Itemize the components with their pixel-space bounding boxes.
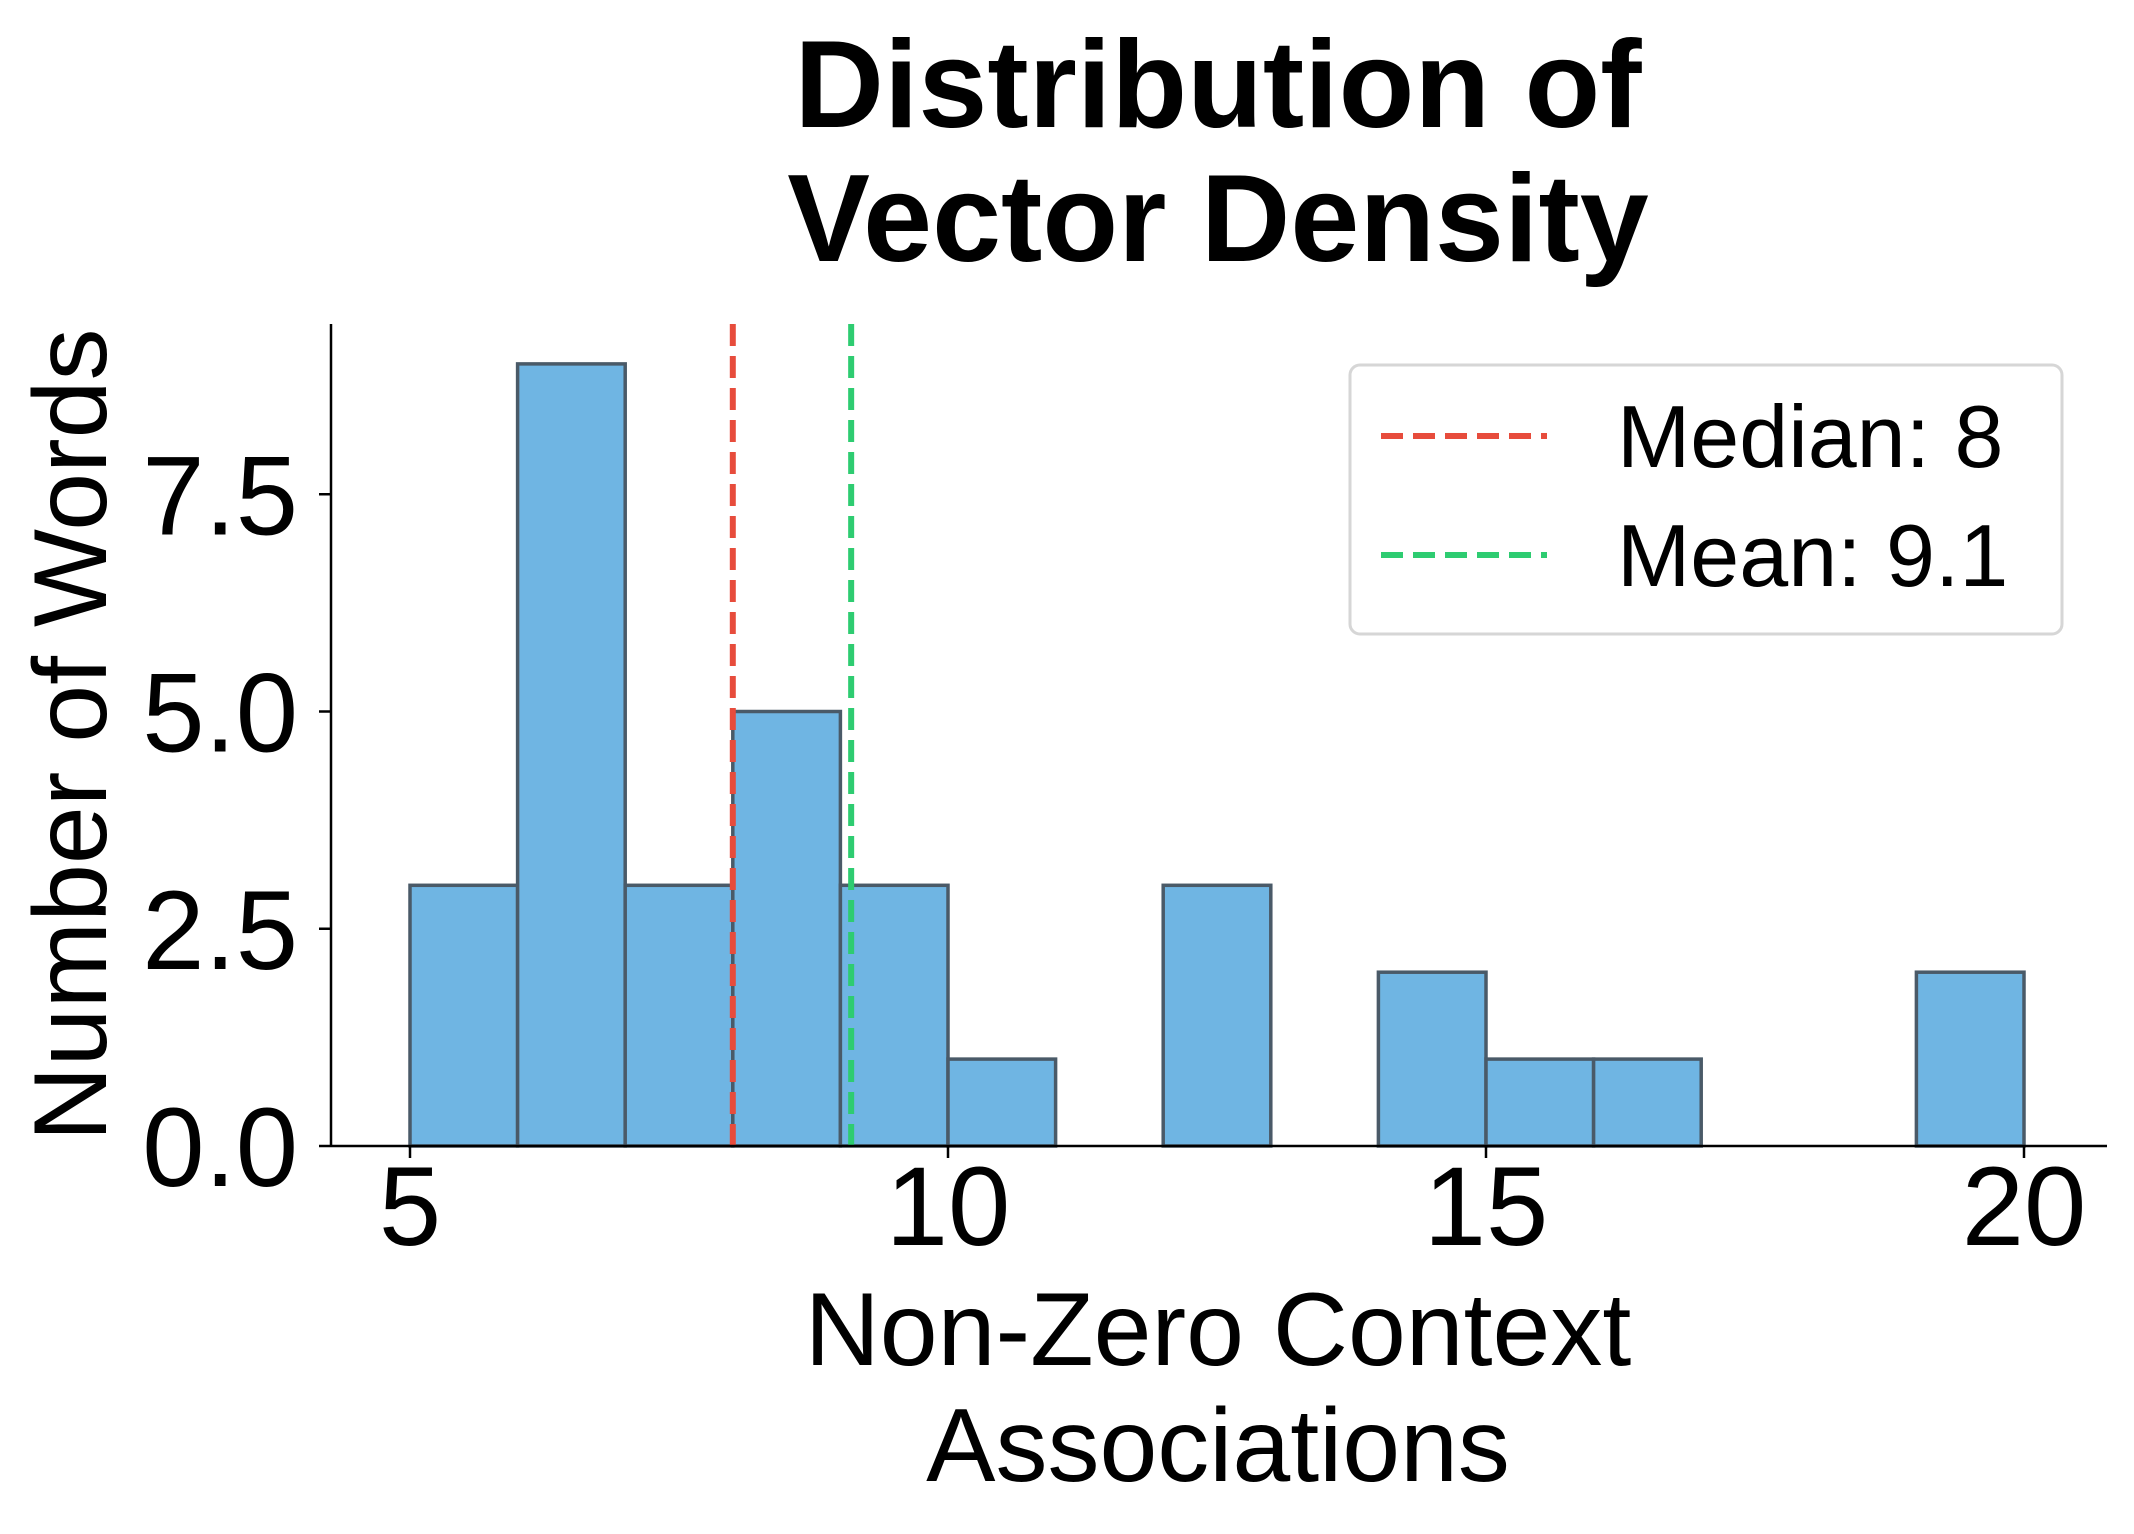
chart-title-line-1: Distribution of (794, 16, 1642, 154)
chart-title-line-2: Vector Density (787, 150, 1648, 288)
x-tick-label: 20 (1962, 1144, 2087, 1269)
histogram-bar (1484, 1057, 1596, 1148)
histogram-bar (408, 883, 520, 1148)
legend-mean-label: Mean: 9.1 (1617, 506, 2008, 605)
y-tick-label: 7.5 (142, 433, 298, 558)
y-tick-label: 5.0 (142, 651, 298, 776)
histogram-bar (515, 362, 627, 1148)
legend: Median: 8 Mean: 9.1 (1348, 363, 2064, 636)
x-axis-label-line-2: Associations (926, 1388, 1510, 1504)
y-tick-label: 0.0 (142, 1085, 298, 1210)
histogram-bar (1914, 970, 2026, 1148)
y-axis-label: Number of Words (13, 328, 129, 1141)
legend-median-label: Median: 8 (1617, 387, 2003, 486)
x-tick-label: 15 (1424, 1144, 1549, 1269)
legend-box (1348, 363, 2064, 636)
histogram-bar (731, 709, 843, 1148)
histogram-bar (838, 883, 950, 1148)
histogram-bar (1161, 883, 1273, 1148)
x-tick-label: 5 (379, 1144, 441, 1269)
x-axis-label-line-1: Non-Zero Context (805, 1272, 1632, 1388)
histogram-bar (623, 883, 735, 1148)
histogram-bar (1591, 1057, 1703, 1148)
histogram-bar (946, 1057, 1058, 1148)
x-tick-label: 10 (886, 1144, 1011, 1269)
histogram-bar (1376, 970, 1488, 1148)
y-tick-label: 2.5 (142, 868, 298, 993)
